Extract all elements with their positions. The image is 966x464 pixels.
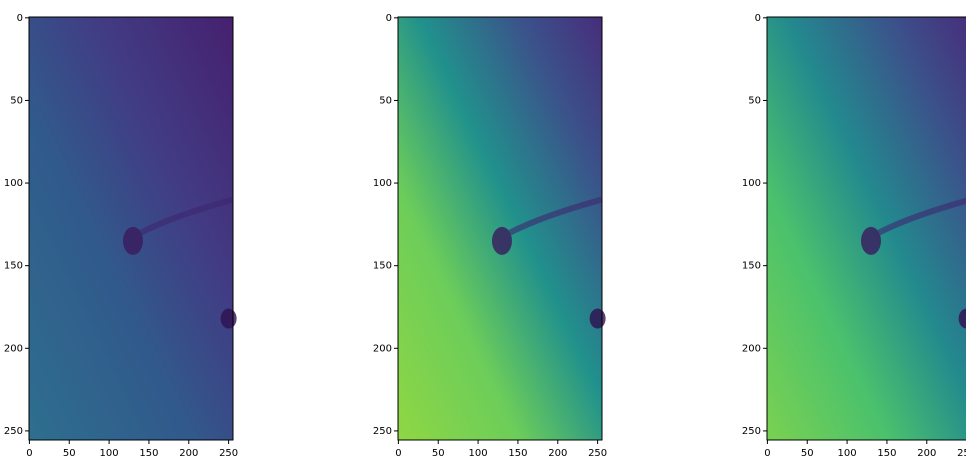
y-tick-label: 150 xyxy=(4,261,23,272)
x-tick-label: 100 xyxy=(838,448,857,459)
y-tick-label: 250 xyxy=(373,426,392,437)
image xyxy=(766,16,966,441)
y-tick-label: 50 xyxy=(379,95,392,106)
image-feature xyxy=(877,197,966,236)
image-feature xyxy=(860,226,881,255)
x-tick-label: 200 xyxy=(548,448,567,459)
x-tick-label: 250 xyxy=(588,448,607,459)
y-tick-label: 100 xyxy=(373,178,392,189)
x-tick-label: 50 xyxy=(801,448,814,459)
x-tick-label: 200 xyxy=(179,448,198,459)
y-tick-label: 200 xyxy=(373,343,392,354)
x-tick-label: 100 xyxy=(469,448,488,459)
x-tick-label: 150 xyxy=(508,448,527,459)
axes-frame xyxy=(397,16,603,441)
y-tick-label: 150 xyxy=(742,261,761,272)
y-tick-label: 100 xyxy=(742,178,761,189)
x-tick-label: 0 xyxy=(764,448,770,459)
axes-frame xyxy=(766,16,966,441)
x-tick-label: 200 xyxy=(917,448,936,459)
y-tick-label: 50 xyxy=(10,95,23,106)
y-tick-label: 0 xyxy=(386,13,392,24)
image-feature xyxy=(589,308,606,329)
axes-frame xyxy=(28,16,234,441)
y-tick-label: 100 xyxy=(4,178,23,189)
y-tick-label: 200 xyxy=(742,343,761,354)
y-tick-label: 0 xyxy=(755,13,761,24)
image-feature xyxy=(220,308,237,329)
x-tick-label: 0 xyxy=(26,448,32,459)
y-tick-label: 50 xyxy=(748,95,761,106)
y-tick-label: 250 xyxy=(4,426,23,437)
y-tick-label: 200 xyxy=(4,343,23,354)
x-tick-label: 250 xyxy=(219,448,238,459)
image xyxy=(28,16,237,441)
image-feature xyxy=(139,196,234,236)
x-tick-label: 100 xyxy=(100,448,119,459)
image xyxy=(397,16,606,441)
image-feature xyxy=(491,226,512,255)
x-tick-label: 50 xyxy=(432,448,445,459)
image-feature xyxy=(122,226,143,255)
y-tick-label: 250 xyxy=(742,426,761,437)
y-tick-label: 150 xyxy=(373,261,392,272)
x-tick-label: 150 xyxy=(877,448,896,459)
image-feature xyxy=(508,196,603,236)
image-feature xyxy=(958,308,966,329)
x-tick-label: 150 xyxy=(139,448,158,459)
x-tick-label: 50 xyxy=(63,448,76,459)
x-tick-label: 250 xyxy=(957,448,966,459)
y-tick-label: 0 xyxy=(17,13,23,24)
x-tick-label: 0 xyxy=(395,448,401,459)
